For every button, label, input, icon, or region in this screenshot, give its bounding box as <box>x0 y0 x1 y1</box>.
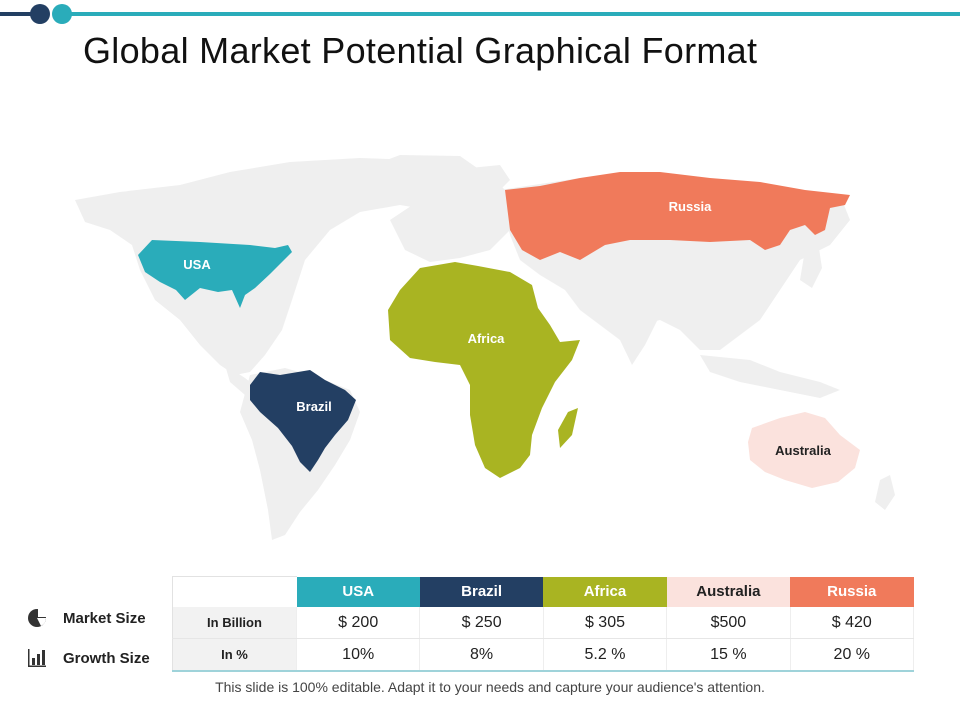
world-map: USA Russia Africa Brazil Australia <box>75 155 895 540</box>
table-cell: $ 250 <box>419 607 544 639</box>
decoration-dot-dark <box>30 4 50 24</box>
legend-item-market-size: Market Size <box>27 598 177 638</box>
table-cell: 5.2 % <box>543 638 668 672</box>
table-header-brazil: Brazil <box>419 576 544 607</box>
slide-title: Global Market Potential Graphical Format <box>83 30 758 71</box>
decoration-line-dark <box>0 12 40 16</box>
usa-region <box>138 240 292 308</box>
pie-chart-icon <box>28 608 47 627</box>
legend-item-growth-size: Growth Size <box>27 638 177 678</box>
table-cell: $ 200 <box>296 607 421 639</box>
top-decoration-bar <box>0 0 960 30</box>
table-header-australia: Australia <box>666 576 791 607</box>
legend-label-growth-size: Growth Size <box>63 649 150 667</box>
australia-region <box>748 412 860 488</box>
decoration-dot-teal <box>52 4 72 24</box>
row-label-in-percent: In % <box>172 638 297 672</box>
table-cell: 15 % <box>666 638 791 672</box>
table-cell: $500 <box>666 607 791 639</box>
row-label-in-billion: In Billion <box>172 607 297 639</box>
table-header-row: USA Brazil Africa Australia Russia <box>172 576 914 607</box>
russia-region <box>505 172 850 260</box>
table-header-usa: USA <box>296 576 420 607</box>
brazil-label: Brazil <box>296 399 331 414</box>
table-cell: $ 305 <box>543 607 668 639</box>
table-cell: 8% <box>419 638 544 672</box>
usa-label: USA <box>183 257 211 272</box>
table-cell: $ 420 <box>790 607 915 639</box>
market-data-table: USA Brazil Africa Australia Russia In Bi… <box>172 576 915 672</box>
brazil-region <box>250 370 356 472</box>
africa-region <box>388 262 580 478</box>
decoration-line-teal <box>62 12 960 16</box>
bar-chart-icon <box>28 649 46 667</box>
table-header-africa: Africa <box>543 576 667 607</box>
australia-label: Australia <box>775 443 831 458</box>
legend-label-market-size: Market Size <box>63 609 146 627</box>
russia-label: Russia <box>669 199 712 214</box>
table-row: In % 10% 8% 5.2 % 15 % 20 % <box>172 638 915 672</box>
table-row: In Billion $ 200 $ 250 $ 305 $500 $ 420 <box>172 607 915 639</box>
table-cell: 20 % <box>790 638 915 672</box>
table-cell: 10% <box>296 638 421 672</box>
table-header-russia: Russia <box>790 576 914 607</box>
africa-label: Africa <box>468 331 506 346</box>
footer-note: This slide is 100% editable. Adapt it to… <box>215 679 765 695</box>
madagascar-region <box>558 408 578 448</box>
table-header-blank <box>172 576 297 607</box>
legend: Market Size Growth Size <box>27 598 177 678</box>
